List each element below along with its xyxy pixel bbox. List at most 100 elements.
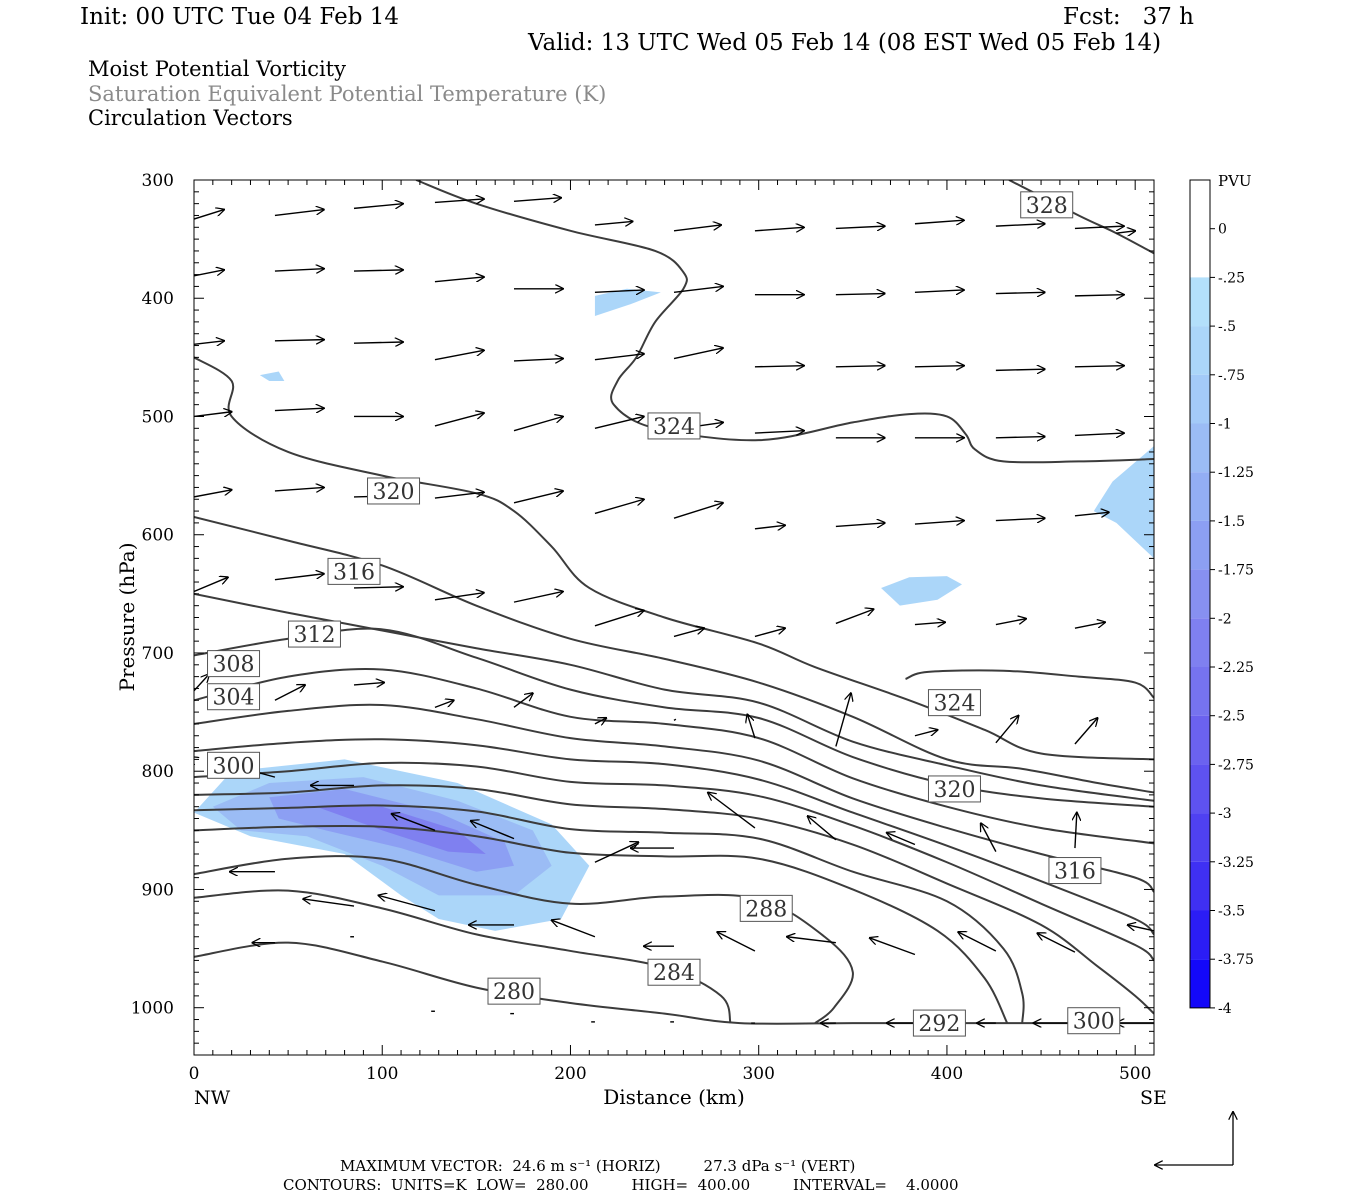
circulation-vector: [673, 503, 723, 519]
circulation-vector: [194, 270, 224, 277]
y-tick-label: 600: [142, 526, 174, 546]
colorbar-swatch: [1190, 569, 1210, 619]
colorbar-swatch: [1190, 959, 1210, 1008]
colorbar-swatch: [1190, 520, 1210, 570]
pv-region: [259, 371, 285, 382]
contour-label-box: [1067, 1007, 1121, 1035]
circulation-vector: [914, 220, 964, 224]
circulation-vector: [1128, 925, 1154, 932]
circulation-vector: [1074, 226, 1124, 228]
circulation-vector: [995, 619, 1026, 626]
circulation-vector: [1116, 231, 1135, 233]
circulation-vector: [1037, 933, 1076, 953]
circulation-vector: [353, 270, 403, 271]
valid-time: Valid: 13 UTC Wed 05 Feb 14 (08 EST Wed …: [528, 30, 1162, 56]
circulation-vector: [513, 198, 561, 202]
colorbar-swatch: [1190, 472, 1210, 521]
colorbar-label: -3: [1218, 806, 1232, 822]
circulation-vector: [594, 499, 644, 515]
circulation-vector: [673, 628, 704, 638]
circulation-vector: [274, 408, 324, 410]
x-tick-label: 500: [1119, 1064, 1151, 1084]
circulation-vector: [914, 730, 938, 737]
contour-line-300: [194, 784, 1154, 1015]
circulation-vector: [981, 823, 997, 852]
x-tick-label: 200: [554, 1064, 586, 1084]
contour-label: 320: [373, 480, 415, 505]
contour-label-box: [287, 620, 341, 648]
circulation-vector: [835, 693, 851, 747]
circulation-vector: [513, 416, 563, 432]
y-tick-label: 700: [142, 644, 174, 664]
x-axis-end-label: SE: [1140, 1087, 1167, 1109]
circulation-vector: [835, 366, 885, 367]
circulation-vector: [747, 714, 756, 739]
contour-label: 300: [213, 754, 255, 779]
circulation-vector: [754, 628, 785, 638]
colorbar-swatch: [1190, 910, 1210, 960]
circulation-vector: [353, 204, 403, 210]
circulation-vector: [958, 932, 997, 952]
circulation-vector: [1074, 512, 1109, 516]
circulation-vector: [594, 718, 606, 724]
colorbar-label: -1: [1218, 417, 1232, 433]
circulation-vector: [434, 593, 484, 601]
circulation-vector: [194, 412, 232, 417]
forecast-hour: Fcst: 37 h: [1063, 4, 1194, 30]
contour-line-304: [194, 761, 1154, 962]
circulation-vector: [378, 895, 436, 912]
contour-line-296: [194, 804, 1025, 1024]
y-tick-label: 800: [142, 762, 174, 782]
circulation-vector: [353, 587, 403, 588]
y-tick-label: 300: [142, 171, 174, 191]
colorbar-swatch: [1190, 326, 1210, 375]
circulation-vector: [754, 525, 785, 529]
circulation-vector: [1074, 295, 1124, 296]
circulation-vector: [754, 366, 804, 367]
contour-line-288: [194, 855, 854, 1024]
colorbar-label: -.75: [1218, 368, 1245, 384]
y-tick-label: 500: [142, 407, 174, 427]
contour-label-box: [912, 1009, 966, 1037]
colorbar-label: -1.25: [1218, 465, 1254, 481]
contour-label-box: [207, 683, 261, 711]
circulation-vector: [835, 294, 885, 295]
circulation-vector: [434, 413, 484, 427]
colorbar-label: -1.5: [1218, 514, 1245, 530]
contour-labels: 328 324 320 316 312 308 304 300 324 320 316 288 284 2…: [207, 191, 1121, 1037]
circulation-vector: [914, 366, 964, 367]
circulation-vector: [754, 227, 804, 231]
colorbar-swatch: [1190, 715, 1210, 765]
circulation-vector: [594, 416, 644, 429]
colorbar-swatch: [1190, 277, 1210, 327]
circulation-vector: [673, 225, 721, 232]
circulation-vector: [594, 221, 633, 225]
x-axis-label: Distance (km): [603, 1085, 745, 1109]
circulation-vector: [513, 591, 563, 603]
circulation-vector: [835, 523, 885, 527]
axis-minor-ticks: [193, 179, 1155, 1056]
circulation-vector: [434, 700, 454, 709]
colorbar-label: -.25: [1218, 270, 1245, 286]
contour-label: 316: [1054, 860, 1096, 885]
contour-line-320: [194, 592, 1154, 802]
colorbar-label: -3.5: [1218, 904, 1245, 920]
circulation-vector: [274, 685, 305, 701]
colorbar-units: PVU: [1218, 172, 1252, 190]
pv-region: [594, 288, 661, 316]
circulation-vector: [808, 816, 837, 841]
contour-label-box: [647, 958, 701, 986]
circulation-vector: [513, 359, 563, 361]
contour-line-292: [194, 824, 1009, 1024]
y-tick-label: 900: [142, 880, 174, 900]
circulation-vector: [673, 286, 723, 294]
circulation-vector: [914, 521, 964, 525]
circulation-vector: [434, 492, 484, 499]
circulation-vector: [594, 354, 644, 361]
circulation-vector: [194, 341, 224, 345]
circulation-vector: [1074, 433, 1124, 435]
contour-label-box: [1048, 857, 1102, 885]
colorbar-swatch: [1190, 618, 1210, 667]
contour-line-324: [905, 669, 1154, 699]
